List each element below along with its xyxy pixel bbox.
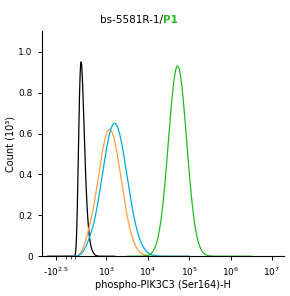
X-axis label: phospho-PIK3C3 (Ser164)-H: phospho-PIK3C3 (Ser164)-H <box>95 280 231 290</box>
Text: bs-5581R-1/: bs-5581R-1/ <box>100 15 163 25</box>
Text: P1: P1 <box>163 15 178 25</box>
Y-axis label: Count (10³): Count (10³) <box>6 116 16 172</box>
